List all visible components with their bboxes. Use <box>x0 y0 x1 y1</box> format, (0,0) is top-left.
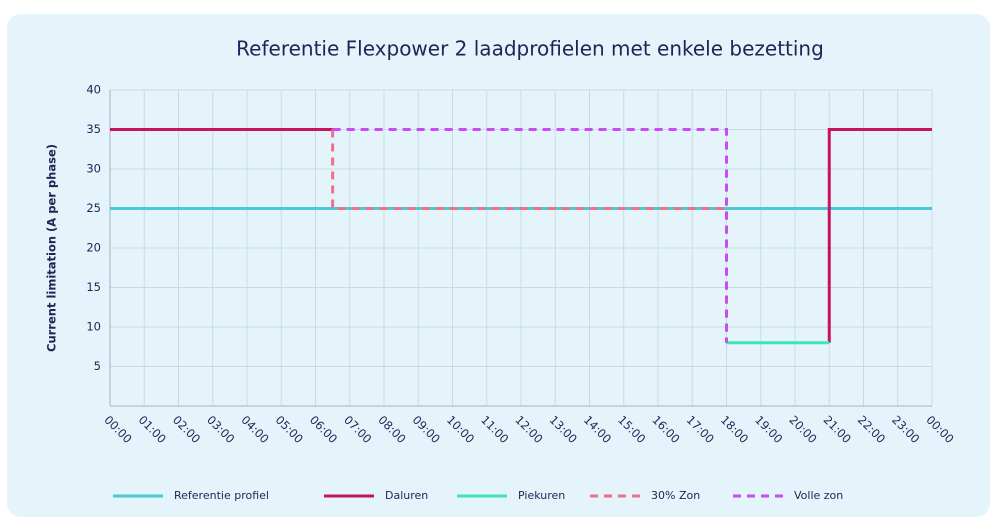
legend-label: Volle zon <box>794 489 843 502</box>
series-line <box>332 128 728 343</box>
panel <box>7 14 990 517</box>
y-tick-label: 40 <box>86 83 101 97</box>
legend-label: Referentie profiel <box>174 489 269 502</box>
chart-title: Referentie Flexpower 2 laadprofielen met… <box>236 37 824 61</box>
y-tick-label: 30 <box>86 162 101 176</box>
legend-label: 30% Zon <box>651 489 700 502</box>
series-line <box>110 128 932 343</box>
y-tick-label: 5 <box>94 359 101 373</box>
y-tick-label: 35 <box>86 122 101 136</box>
y-tick-label: 20 <box>86 241 101 255</box>
legend-label: Daluren <box>385 489 428 502</box>
y-tick-label: 15 <box>86 280 101 294</box>
y-tick-label: 10 <box>86 320 101 334</box>
legend-label: Piekuren <box>518 489 565 502</box>
y-tick-label: 25 <box>86 201 101 215</box>
y-axis-label: Current limitation (A per phase) <box>45 144 59 352</box>
